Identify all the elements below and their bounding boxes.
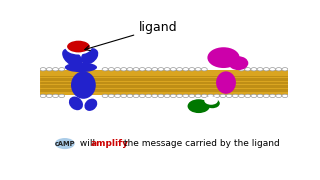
Circle shape <box>102 68 108 71</box>
Circle shape <box>121 94 127 98</box>
Circle shape <box>238 68 244 71</box>
Text: amplify: amplify <box>91 139 129 148</box>
Circle shape <box>245 68 251 71</box>
Circle shape <box>121 68 127 71</box>
Circle shape <box>251 94 257 98</box>
Circle shape <box>52 68 59 71</box>
Circle shape <box>245 94 251 98</box>
Circle shape <box>251 68 257 71</box>
Circle shape <box>158 94 164 98</box>
Circle shape <box>257 68 263 71</box>
Circle shape <box>146 94 151 98</box>
Circle shape <box>189 68 195 71</box>
Circle shape <box>177 68 182 71</box>
Circle shape <box>238 94 244 98</box>
Text: cAMP: cAMP <box>54 141 75 147</box>
Circle shape <box>108 94 114 98</box>
Circle shape <box>133 68 139 71</box>
Ellipse shape <box>207 47 240 68</box>
Circle shape <box>269 68 276 71</box>
Circle shape <box>146 68 151 71</box>
Ellipse shape <box>204 96 218 105</box>
Ellipse shape <box>62 48 82 67</box>
Circle shape <box>59 94 65 98</box>
Circle shape <box>220 94 226 98</box>
Text: will: will <box>77 139 98 148</box>
Circle shape <box>115 94 120 98</box>
Circle shape <box>195 68 201 71</box>
Circle shape <box>183 94 189 98</box>
Circle shape <box>139 68 145 71</box>
Ellipse shape <box>228 56 248 70</box>
Circle shape <box>177 94 182 98</box>
Ellipse shape <box>69 96 83 110</box>
Circle shape <box>40 94 46 98</box>
Circle shape <box>139 94 145 98</box>
Circle shape <box>46 68 52 71</box>
Circle shape <box>282 94 288 98</box>
Circle shape <box>263 94 269 98</box>
Circle shape <box>170 94 176 98</box>
Circle shape <box>127 68 133 71</box>
Circle shape <box>152 68 158 71</box>
Ellipse shape <box>65 62 97 72</box>
Ellipse shape <box>84 99 97 111</box>
Ellipse shape <box>205 98 220 108</box>
Circle shape <box>282 68 288 71</box>
Circle shape <box>164 68 170 71</box>
Circle shape <box>46 94 52 98</box>
Text: the message carried by the ligand: the message carried by the ligand <box>121 139 279 148</box>
Circle shape <box>152 94 158 98</box>
Circle shape <box>226 94 232 98</box>
Circle shape <box>263 68 269 71</box>
Circle shape <box>127 94 133 98</box>
Circle shape <box>66 40 91 53</box>
Ellipse shape <box>188 99 210 113</box>
Circle shape <box>52 94 59 98</box>
Circle shape <box>232 94 238 98</box>
Circle shape <box>257 94 263 98</box>
Circle shape <box>269 94 276 98</box>
Circle shape <box>102 94 108 98</box>
Circle shape <box>183 68 189 71</box>
Circle shape <box>201 68 207 71</box>
Ellipse shape <box>216 71 236 94</box>
Circle shape <box>170 68 176 71</box>
Circle shape <box>108 68 114 71</box>
Circle shape <box>201 94 207 98</box>
Circle shape <box>164 94 170 98</box>
Circle shape <box>158 68 164 71</box>
Circle shape <box>214 94 220 98</box>
Circle shape <box>276 94 282 98</box>
Ellipse shape <box>81 48 98 64</box>
Bar <box>40 70 288 95</box>
Circle shape <box>133 94 139 98</box>
Circle shape <box>115 68 120 71</box>
Circle shape <box>208 94 213 98</box>
Circle shape <box>40 68 46 71</box>
Text: ligand: ligand <box>85 21 178 51</box>
Circle shape <box>189 94 195 98</box>
Circle shape <box>276 68 282 71</box>
Ellipse shape <box>71 71 96 99</box>
Circle shape <box>195 94 201 98</box>
Circle shape <box>55 138 75 149</box>
Circle shape <box>59 68 65 71</box>
